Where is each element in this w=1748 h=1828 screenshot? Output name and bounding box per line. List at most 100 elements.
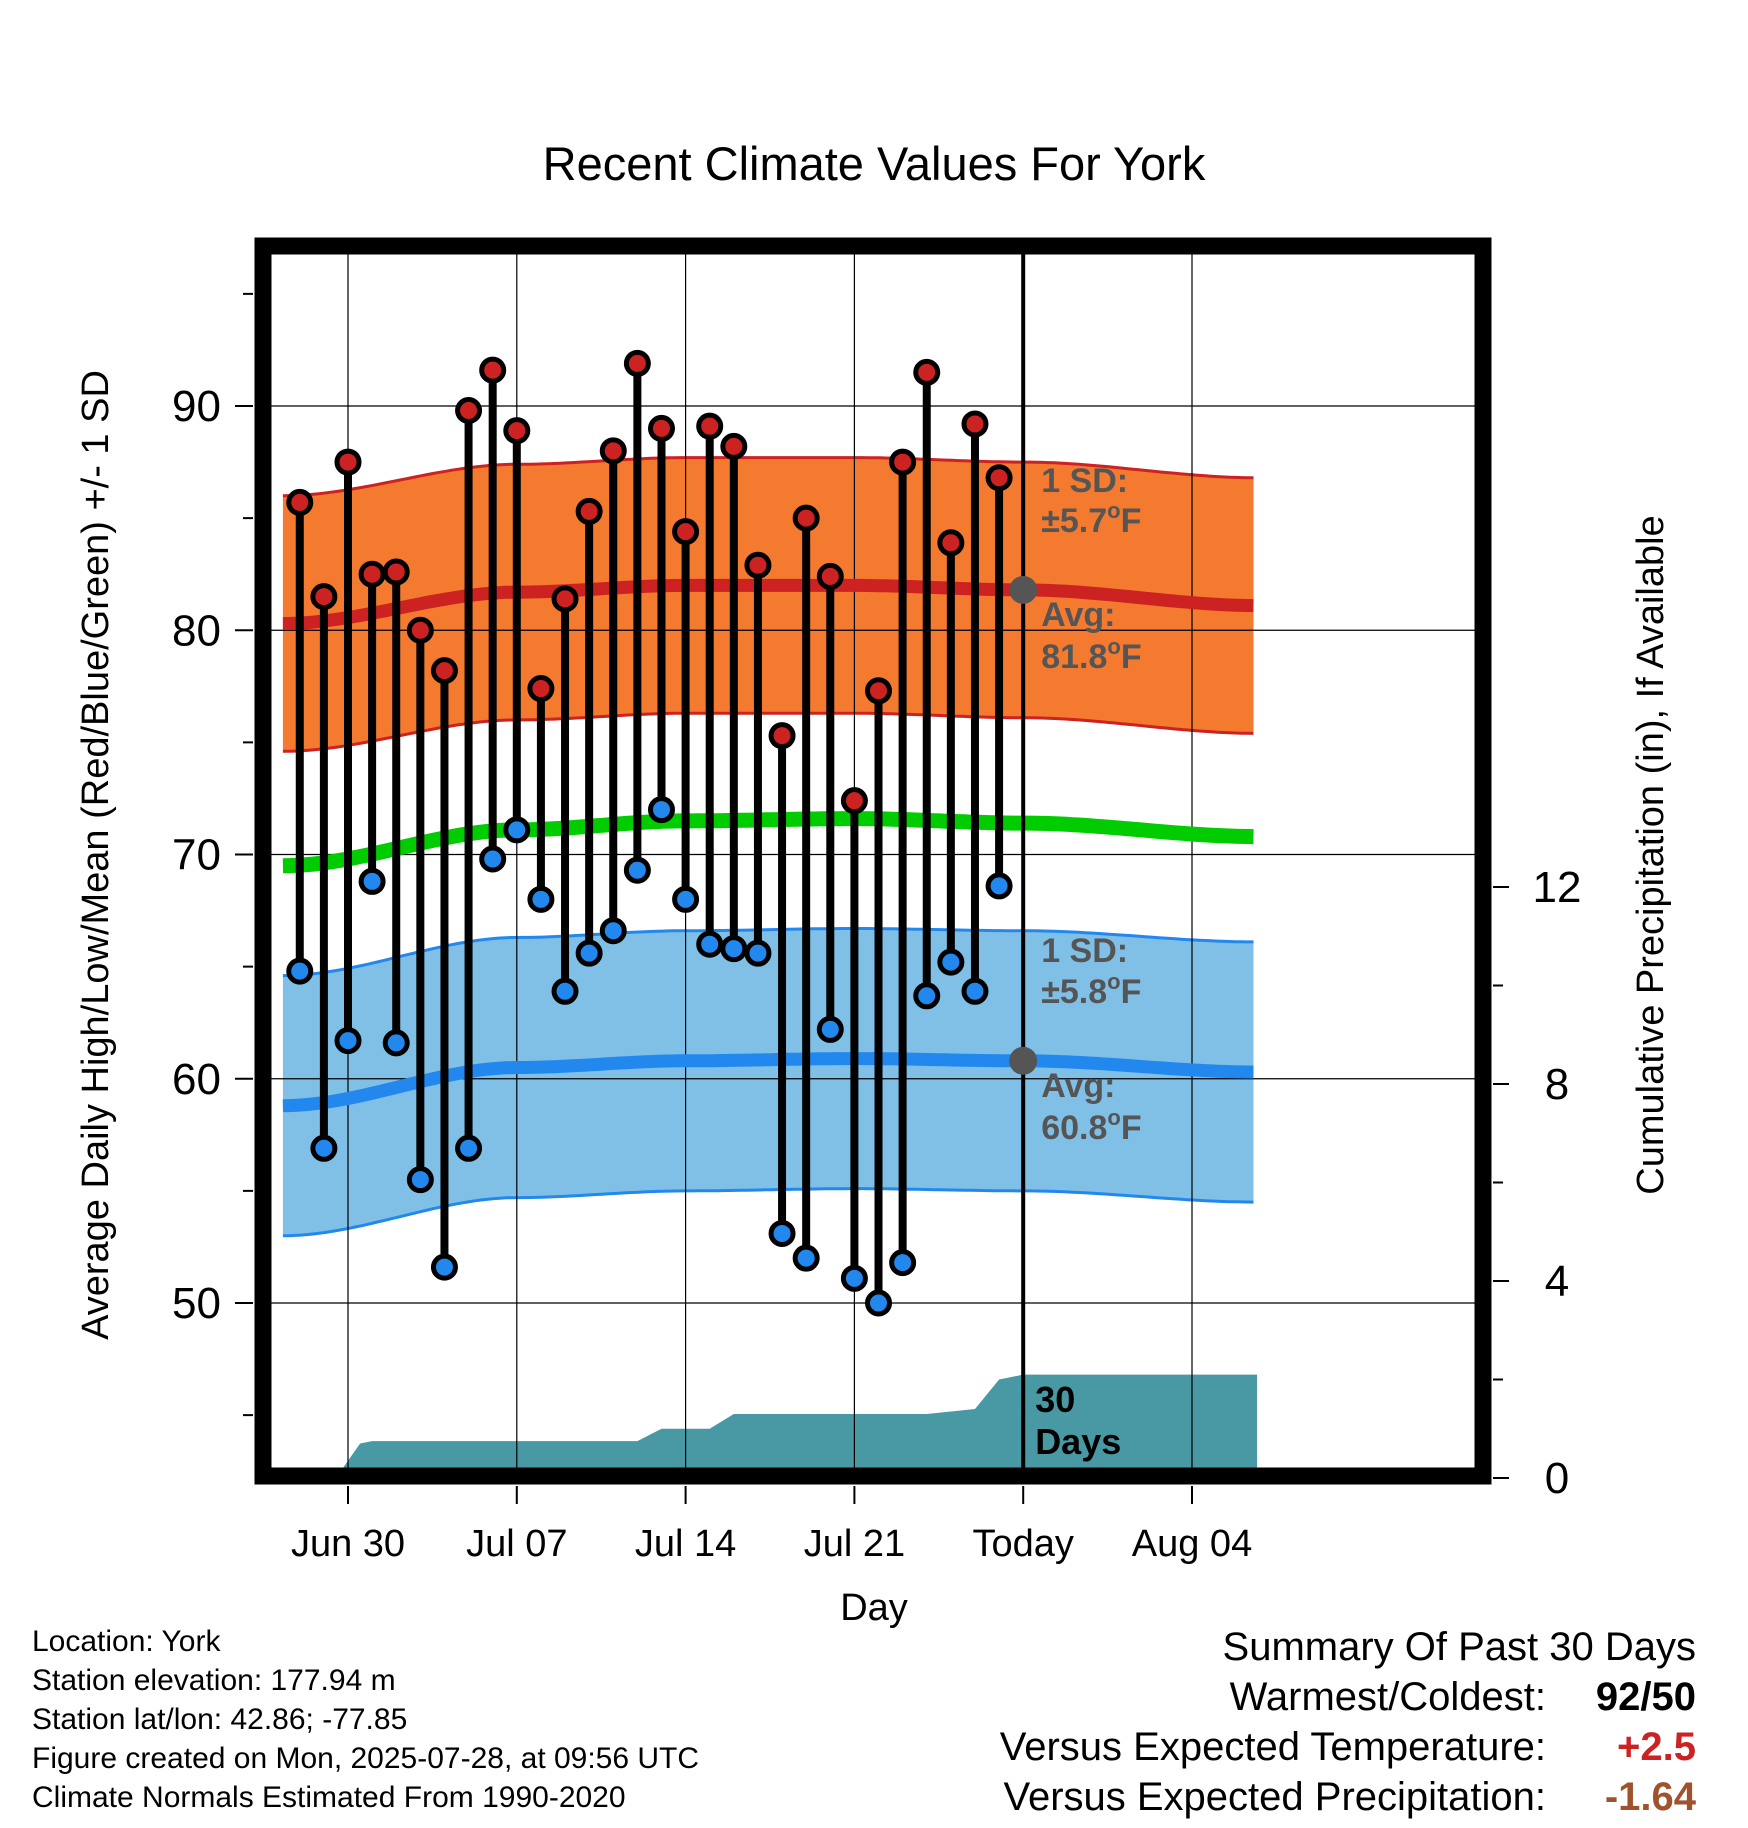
daily-high-point — [792, 504, 820, 532]
high-annotation-2: Avg: — [1041, 596, 1115, 634]
location-text: Location: York — [32, 1625, 221, 1658]
y2-tick-label: 4 — [1545, 1257, 1569, 1306]
y2-tick-label: 12 — [1533, 863, 1582, 912]
daily-high-point — [430, 657, 458, 685]
y2-tick-label: 0 — [1545, 1454, 1569, 1503]
summary-heading: Summary Of Past 30 Days — [1222, 1625, 1696, 1669]
x-tick-label: Jul 07 — [466, 1523, 567, 1565]
daily-high-point — [575, 497, 603, 525]
high-annotation-3: 81.8oF — [1041, 634, 1141, 676]
daily-low-point — [358, 867, 386, 895]
daily-high-point — [816, 562, 844, 590]
daily-high-point — [865, 677, 893, 705]
daily-high-point — [840, 787, 868, 815]
low-annotation-1: ±5.8oF — [1041, 969, 1141, 1011]
daily-high-point — [768, 722, 796, 750]
y-tick-label: 80 — [172, 606, 221, 655]
daily-low-point — [623, 856, 651, 884]
today-high-avg-marker — [1009, 575, 1038, 604]
daily-high-point — [479, 356, 507, 384]
daily-high-point — [672, 518, 700, 546]
daily-high-point — [720, 432, 748, 460]
daily-high-point — [334, 448, 362, 476]
precip-label: Versus Expected Precipitation: — [1003, 1775, 1546, 1819]
today-low-avg-marker — [1009, 1046, 1038, 1075]
daily-high-point — [527, 675, 555, 703]
daily-low-point — [768, 1219, 796, 1247]
daily-low-point — [865, 1289, 893, 1317]
axes: 50 60 70 80 90 0 4 8 12 Jun 30 Jul 07 Jul 14 Jul 21 T… — [172, 237, 1582, 1565]
y2-tick-label: 8 — [1545, 1060, 1569, 1109]
daily-low-point — [310, 1134, 338, 1162]
daily-low-point — [527, 885, 555, 913]
daily-high-point — [889, 448, 917, 476]
precip-value: -1.64 — [1604, 1775, 1696, 1819]
y-tick-label: 50 — [172, 1279, 221, 1328]
plot-frame — [254, 237, 1492, 1485]
daily-low-point — [792, 1244, 820, 1272]
warmest-label: Warmest/Coldest: — [1229, 1675, 1546, 1719]
temp-label: Versus Expected Temperature: — [999, 1725, 1546, 1769]
latlon-text: Station lat/lon: 42.86; -77.85 — [32, 1703, 408, 1736]
normal-mean-line — [282, 811, 1254, 874]
summary-row-warmest: Warmest/Coldest: 92/50 — [796, 1672, 1696, 1722]
daily-high-point — [286, 488, 314, 516]
created-text: Figure created on Mon, 2025-07-28, at 09… — [32, 1742, 700, 1775]
high-sd-band — [282, 457, 1254, 752]
daily-low-point — [406, 1166, 434, 1194]
temp-value: +2.5 — [1617, 1725, 1696, 1769]
daily-high-point — [455, 396, 483, 424]
daily-high-point — [623, 349, 651, 377]
daily-low-point — [840, 1264, 868, 1292]
daily-high-point — [985, 464, 1013, 492]
x-tick-label: Jul 21 — [804, 1523, 905, 1565]
daily-high-point — [382, 558, 410, 586]
x-tick-label: Aug 04 — [1132, 1523, 1252, 1565]
daily-low-point — [599, 917, 627, 945]
climate-chart: Recent Climate Values For York 1 SD:±5.7… — [75, 137, 1672, 1628]
daily-low-point — [430, 1253, 458, 1281]
chart-title: Recent Climate Values For York — [543, 137, 1206, 190]
x-tick-label: Today — [972, 1523, 1073, 1565]
daily-low-point — [744, 939, 772, 967]
x-tick-label: Jul 14 — [635, 1523, 736, 1565]
daily-low-point — [575, 939, 603, 967]
daily-low-point — [913, 982, 941, 1010]
daily-low-point — [551, 977, 579, 1005]
daily-low-point — [455, 1134, 483, 1162]
summary-row-temp: Versus Expected Temperature: +2.5 — [796, 1722, 1696, 1772]
daily-high-point — [551, 585, 579, 613]
daily-low-point — [286, 957, 314, 985]
daily-high-point — [406, 616, 434, 644]
low-sd-band — [282, 928, 1254, 1236]
daily-high-point — [696, 412, 724, 440]
daily-low-point — [961, 977, 989, 1005]
low-annotation-3: 60.8oF — [1041, 1105, 1141, 1147]
precip-days-label: Days — [1035, 1421, 1121, 1462]
normal-high-line — [282, 578, 1254, 630]
normals-text: Climate Normals Estimated From 1990-2020 — [32, 1781, 626, 1814]
y-tick-label: 60 — [172, 1055, 221, 1104]
station-info: Location: York Station elevation: 177.94… — [32, 1622, 699, 1817]
daily-low-point — [334, 1027, 362, 1055]
summary-row-precip: Versus Expected Precipitation: -1.64 — [796, 1772, 1696, 1822]
daily-low-point — [503, 816, 531, 844]
daily-low-point — [382, 1029, 410, 1057]
daily-high-point — [961, 410, 989, 438]
daily-low-point — [985, 872, 1013, 900]
daily-low-point — [696, 930, 724, 958]
summary-panel: Summary Of Past 30 Days Warmest/Coldest:… — [796, 1622, 1696, 1822]
y-tick-label: 90 — [172, 382, 221, 431]
y2-axis-label: Cumulative Precipitation (in), If Availa… — [1630, 515, 1672, 1194]
daily-high-point — [599, 437, 627, 465]
y-axis-label: Average Daily High/Low/Mean (Red/Blue/Gr… — [75, 370, 117, 1340]
daily-low-point — [816, 1015, 844, 1043]
precip-days-number: 30 — [1035, 1379, 1075, 1420]
daily-high-point — [358, 560, 386, 588]
daily-high-point — [503, 417, 531, 445]
elevation-text: Station elevation: 177.94 m — [32, 1664, 396, 1697]
high-band-upper-edge — [282, 456, 1254, 498]
daily-high-point — [310, 583, 338, 611]
low-annotation-2: Avg: — [1041, 1067, 1115, 1105]
daily-low-point — [672, 885, 700, 913]
